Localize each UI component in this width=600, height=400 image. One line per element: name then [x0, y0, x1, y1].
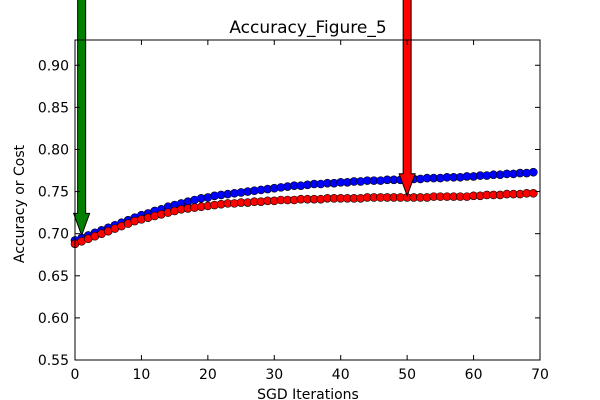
y-tick-label: 0.65 — [38, 269, 69, 285]
x-tick-label: 10 — [133, 367, 151, 383]
y-tick-label: 0.80 — [38, 142, 69, 158]
y-tick-label: 0.75 — [38, 185, 69, 201]
data-point — [529, 188, 538, 198]
x-tick-label: 40 — [332, 367, 350, 383]
data-point — [529, 167, 538, 177]
series-1 — [70, 188, 538, 249]
axes-layer — [74, 39, 541, 361]
y-tick-label: 0.70 — [38, 227, 69, 243]
x-tick-label: 30 — [265, 367, 283, 383]
y-tick-label: 0.85 — [38, 100, 69, 116]
x-tick-label: 0 — [71, 367, 80, 383]
annotation-layer — [72, 0, 416, 237]
x-axis-title: SGD Iterations — [257, 387, 359, 400]
annotation-arrow-0 — [72, 0, 91, 237]
x-tick-label: 20 — [199, 367, 217, 383]
series-0 — [70, 167, 538, 245]
y-tick-layer: 0.55 0.60 0.65 0.70 0.75 0.80 0.85 0.90 — [38, 58, 540, 369]
axes-frame — [74, 39, 541, 361]
x-tick-label: 60 — [465, 367, 483, 383]
x-tick-layer: 0 10 20 30 40 50 60 70 — [71, 40, 549, 383]
y-axis-title: Accuracy or Cost — [12, 144, 28, 263]
annotation-arrow-1 — [398, 0, 416, 198]
y-tick-label: 0.90 — [38, 58, 69, 74]
x-tick-label: 50 — [398, 367, 416, 383]
series-layer — [70, 167, 538, 249]
x-tick-label: 70 — [531, 367, 549, 383]
chart-title: Accuracy_Figure_5 — [229, 18, 386, 38]
y-tick-label: 0.55 — [38, 353, 69, 369]
y-tick-label: 0.60 — [38, 311, 69, 327]
